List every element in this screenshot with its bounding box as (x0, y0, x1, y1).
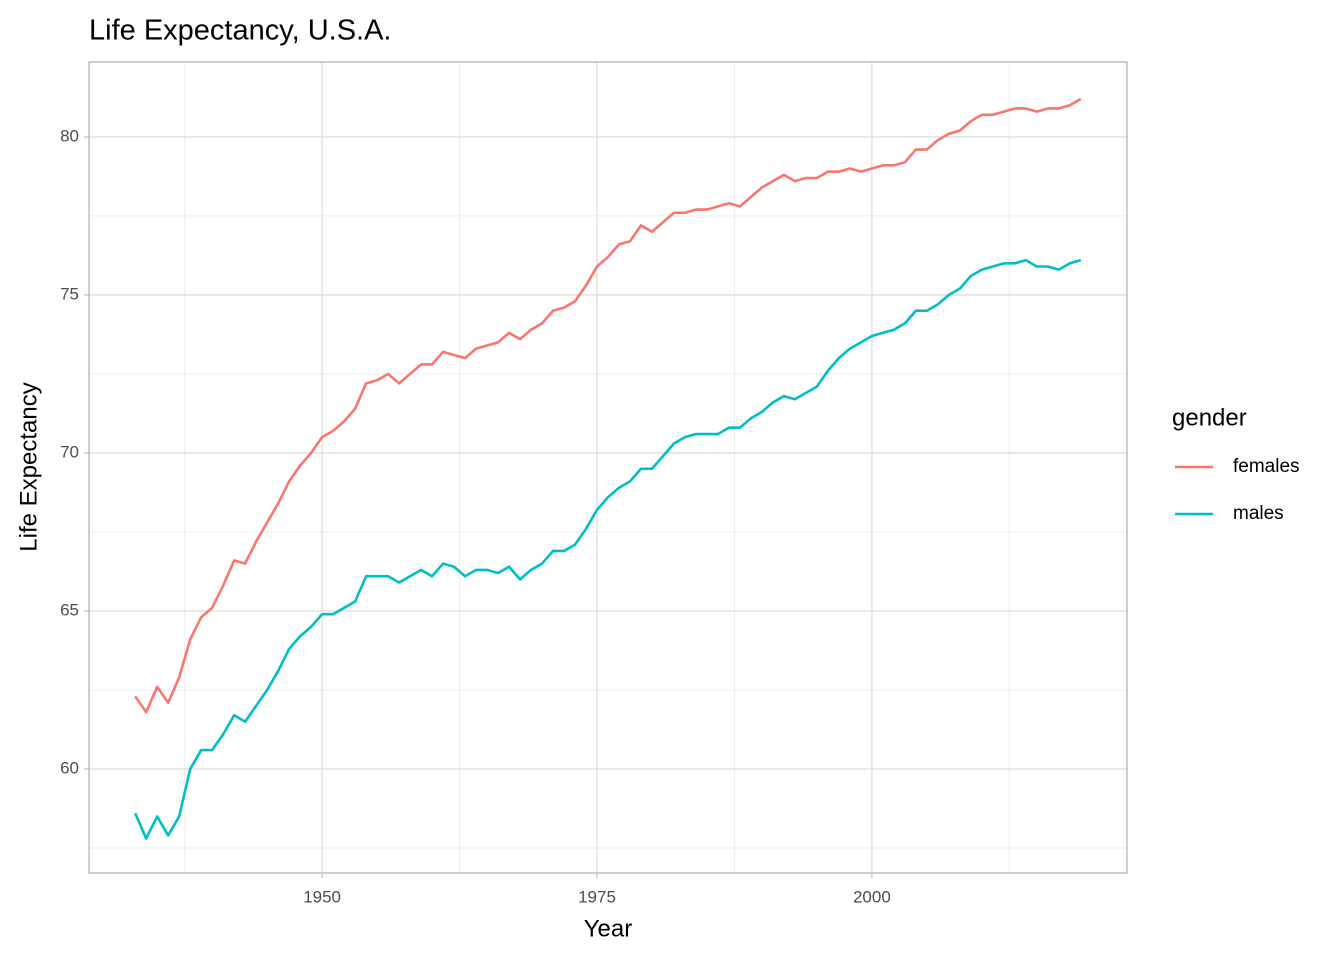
legend-title: gender (1172, 404, 1247, 431)
y-tick-label: 80 (60, 126, 79, 145)
legend-label: females (1233, 456, 1300, 477)
x-tick-label: 1975 (578, 887, 616, 906)
x-tick-label: 2000 (853, 887, 891, 906)
y-tick-label: 75 (60, 284, 79, 303)
y-axis-title: Life Expectancy (15, 382, 42, 551)
x-tick-label: 1950 (303, 887, 341, 906)
chart-title: Life Expectancy, U.S.A. (89, 15, 392, 47)
x-axis-title: Year (584, 915, 633, 942)
legend-label: males (1233, 503, 1284, 524)
line (134, 97, 1082, 714)
panel-border (88, 61, 1128, 874)
y-tick-label: 65 (60, 600, 79, 619)
y-tick-label: 60 (60, 759, 79, 778)
y-tick-label: 70 (60, 442, 79, 461)
line (133, 258, 1082, 840)
